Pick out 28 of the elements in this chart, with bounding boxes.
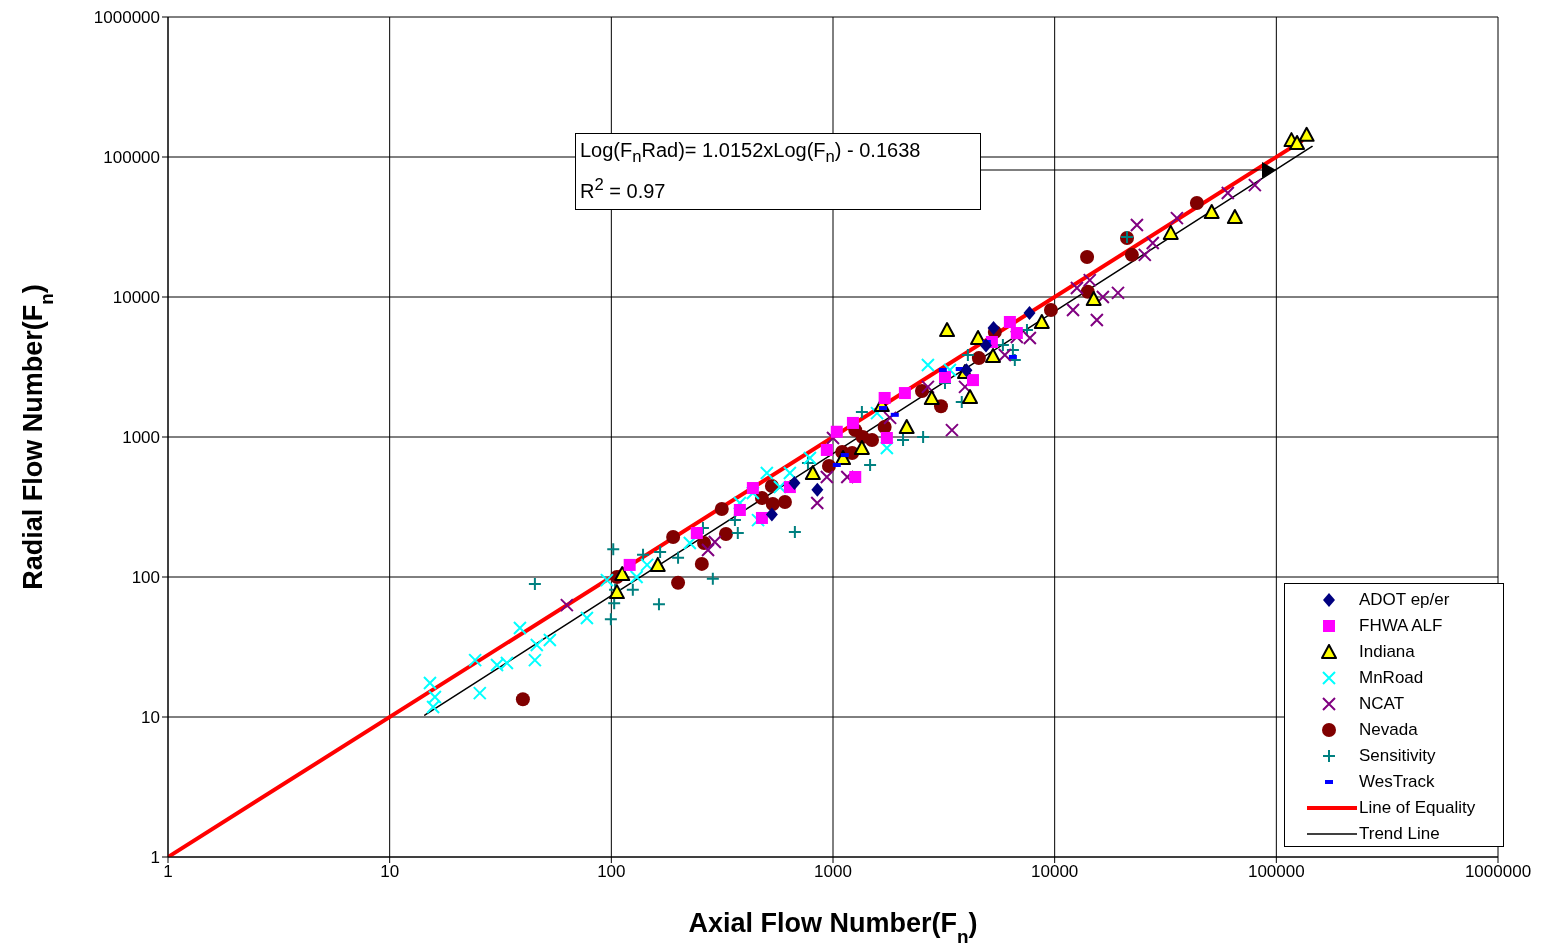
y-tick-label: 100 — [131, 568, 160, 588]
note-box: Log(F$_{n}$Rad)= 1.0152xLog(F$_{n}$) - 0.1638 R$^{2}$ = 0.97 — [575, 133, 981, 210]
legend-label: Indiana — [1359, 642, 1415, 662]
y-tick-label: 1000000 — [93, 8, 160, 28]
x-tick-label: 10 — [380, 862, 400, 882]
y-tick-label: 1000 — [122, 428, 160, 448]
x-tick-label: 10000 — [1031, 862, 1079, 882]
annotation: Log(F$_{n}$Rad)= 1.0152xLog(F$_{n}$) - 0.1638 — [580, 138, 922, 168]
x-tick-label: 1 — [163, 862, 173, 882]
legend-label: Line of Equality — [1359, 798, 1476, 818]
x-axis-title: Axial Flow Number(F$_{n}$) — [688, 908, 978, 947]
legend-label: FHWA ALF — [1359, 616, 1443, 636]
legend-label: WesTrack — [1359, 772, 1435, 792]
legend-label: Sensitivity — [1359, 746, 1436, 766]
legend-label: MnRoad — [1359, 668, 1424, 688]
x-tick-label: 1000 — [814, 862, 852, 882]
legend-label: ADOT ep/er — [1359, 590, 1450, 610]
legend-label: NCAT — [1359, 694, 1405, 714]
annotation: R$^{2}$ = 0.97 — [580, 174, 667, 204]
x-tick-label: 1000000 — [1464, 862, 1532, 882]
y-tick-label: 100000 — [103, 148, 160, 168]
x-tick-label: 100000 — [1247, 862, 1305, 882]
y-tick-label: 10 — [141, 708, 160, 728]
y-tick-label: 10000 — [112, 288, 160, 308]
x-tick-label: 100 — [597, 862, 626, 882]
legend-label: Nevada — [1359, 720, 1418, 740]
legend-label: Trend Line — [1359, 824, 1440, 844]
y-tick-label: 1 — [150, 848, 160, 868]
